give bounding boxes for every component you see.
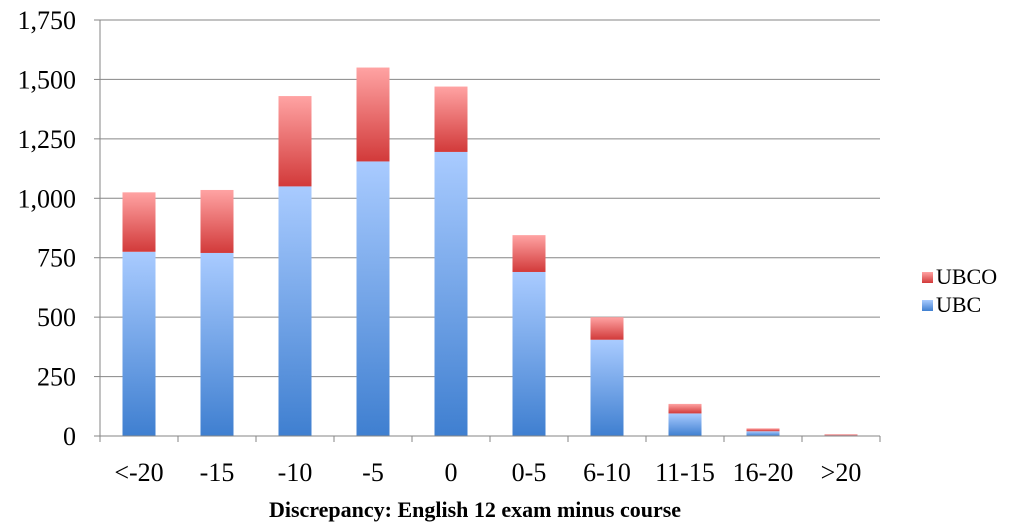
y-tick-label: 500 [37,303,76,332]
bars [122,67,858,436]
bar-ubco-5 [512,235,546,272]
y-tick-label: 1,750 [18,6,77,35]
x-tick-label: 6-10 [583,458,631,487]
bar-ubc-4 [434,151,468,436]
y-tick-label: 1,250 [18,125,77,154]
x-tick-label: 11-15 [655,458,715,487]
x-tick-label: >20 [821,458,862,487]
y-tick-label: 1,500 [18,65,77,94]
bar-ubco-9 [824,434,858,436]
bar-ubco-2 [278,96,312,187]
bar-ubc-0 [122,251,156,436]
x-axis-title: Discrepancy: English 12 exam minus cours… [269,497,681,522]
y-tick-label: 0 [63,422,76,451]
x-axis-tick-labels: <-20 -15 -10 -5 0 0-5 6-10 11-15 16-20 >20 [114,458,861,487]
bar-ubco-6 [590,317,624,340]
bar-ubc-8 [746,431,780,436]
bar-ubco-0 [122,192,156,252]
legend: UBCO UBC [922,264,997,317]
bar-ubc-3 [356,161,390,436]
bar-ubc-1 [200,252,234,436]
x-tick-label: -10 [278,458,313,487]
bar-ubco-3 [356,67,390,162]
bar-ubco-1 [200,189,234,253]
legend-label-ubc: UBC [936,292,981,317]
legend-swatch-ubc [922,300,933,311]
bar-ubc-6 [590,339,624,436]
x-tick-label: <-20 [114,458,163,487]
bar-ubco-8 [746,428,780,432]
bar-ubco-7 [668,403,702,414]
x-tick-label: 16-20 [733,458,794,487]
x-tick-label: 0 [445,458,458,487]
bar-ubc-2 [278,186,312,436]
x-axis [99,20,881,442]
bar-ubco-4 [434,86,468,152]
bar-ubc-7 [668,413,702,436]
y-tick-label: 250 [37,363,76,392]
y-axis-tick-labels: 0 250 500 750 1,000 1,250 1,500 1,750 [18,6,100,451]
bar-ubc-5 [512,271,546,436]
legend-label-ubco: UBCO [936,264,997,289]
y-tick-label: 1,000 [18,184,77,213]
y-tick-label: 750 [37,244,76,273]
x-tick-label: -5 [362,458,384,487]
x-tick-label: -15 [200,458,235,487]
x-tick-label: 0-5 [512,458,547,487]
legend-swatch-ubco [922,272,933,283]
